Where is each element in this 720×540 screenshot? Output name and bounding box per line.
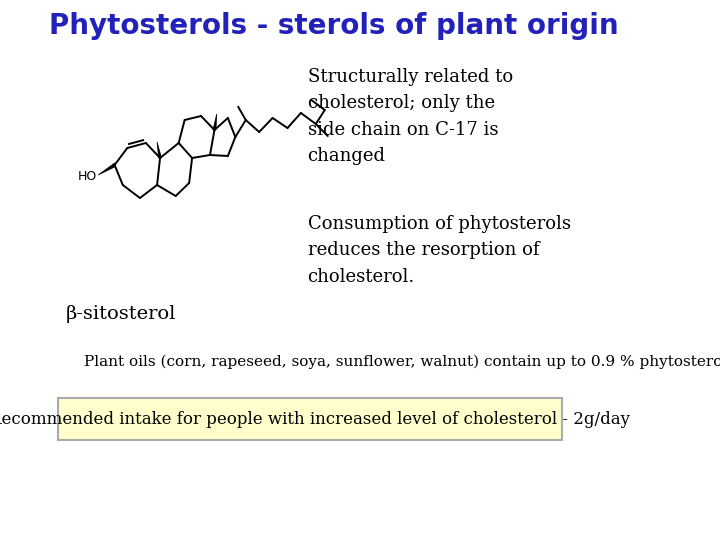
Polygon shape bbox=[157, 142, 161, 158]
Polygon shape bbox=[213, 114, 217, 130]
Text: Phytosterols - sterols of plant origin: Phytosterols - sterols of plant origin bbox=[49, 12, 618, 40]
Text: Consumption of phytosterols
reduces the resorption of
cholesterol.: Consumption of phytosterols reduces the … bbox=[307, 215, 571, 286]
Text: Recommended intake for people with increased level of cholesterol - 2g/day: Recommended intake for people with incre… bbox=[0, 410, 630, 428]
FancyBboxPatch shape bbox=[58, 398, 562, 440]
Text: Structurally related to
cholesterol; only the
side chain on C-17 is
changed: Structurally related to cholesterol; onl… bbox=[307, 68, 513, 165]
Text: Plant oils (corn, rapeseed, soya, sunflower, walnut) contain up to 0.9 % phytost: Plant oils (corn, rapeseed, soya, sunflo… bbox=[84, 355, 720, 369]
Text: β-sitosterol: β-sitosterol bbox=[66, 305, 176, 323]
Polygon shape bbox=[98, 163, 114, 175]
Text: HO: HO bbox=[77, 170, 96, 183]
